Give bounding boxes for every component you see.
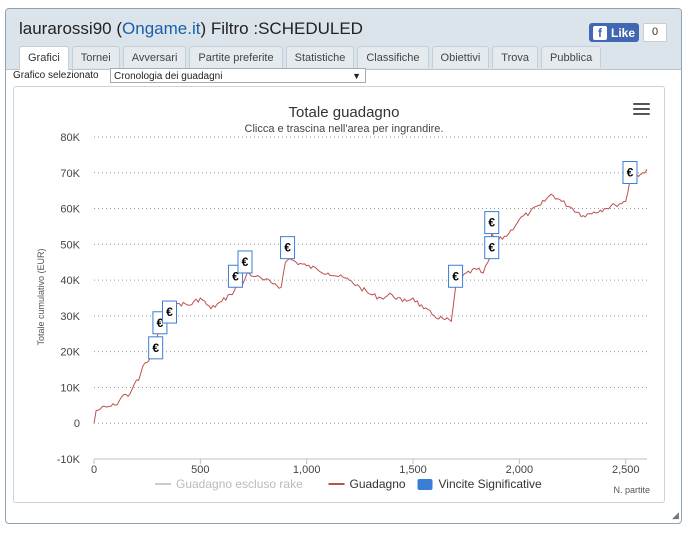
dropdown-arrow-icon: ▼ — [352, 71, 361, 81]
chart-menu-icon[interactable] — [633, 103, 650, 117]
username: laurarossi90 — [19, 19, 112, 38]
resize-handle-icon[interactable]: ◢ — [672, 510, 679, 520]
chart-container[interactable] — [13, 86, 665, 503]
tab-partite-preferite[interactable]: Partite preferite — [189, 46, 283, 68]
tab-bar: Grafici Tornei Avversari Partite preferi… — [19, 46, 604, 70]
tab-classifiche[interactable]: Classifiche — [357, 46, 429, 68]
page-title: laurarossi90 (Ongame.it) Filtro :SCHEDUL… — [19, 19, 363, 38]
tab-trova[interactable]: Trova — [492, 46, 539, 68]
chart-select-label: Grafico selezionato — [13, 70, 99, 81]
tab-obiettivi[interactable]: Obiettivi — [431, 46, 490, 68]
tab-statistiche[interactable]: Statistiche — [285, 46, 355, 68]
facebook-like-button[interactable]: f Like — [589, 23, 639, 42]
tab-grafici[interactable]: Grafici — [19, 46, 69, 70]
tab-avversari[interactable]: Avversari — [122, 46, 187, 68]
like-count: 0 — [643, 23, 667, 42]
chart-select[interactable]: Cronologia dei guadagni ▼ — [110, 68, 366, 83]
filter-label: Filtro :SCHEDULED — [210, 19, 363, 38]
window-header: laurarossi90 (Ongame.it) Filtro :SCHEDUL… — [6, 9, 681, 70]
site-link[interactable]: Ongame.it — [122, 19, 201, 38]
facebook-icon: f — [593, 25, 607, 40]
tab-tornei[interactable]: Tornei — [71, 46, 120, 68]
tab-pubblica[interactable]: Pubblica — [541, 46, 602, 68]
